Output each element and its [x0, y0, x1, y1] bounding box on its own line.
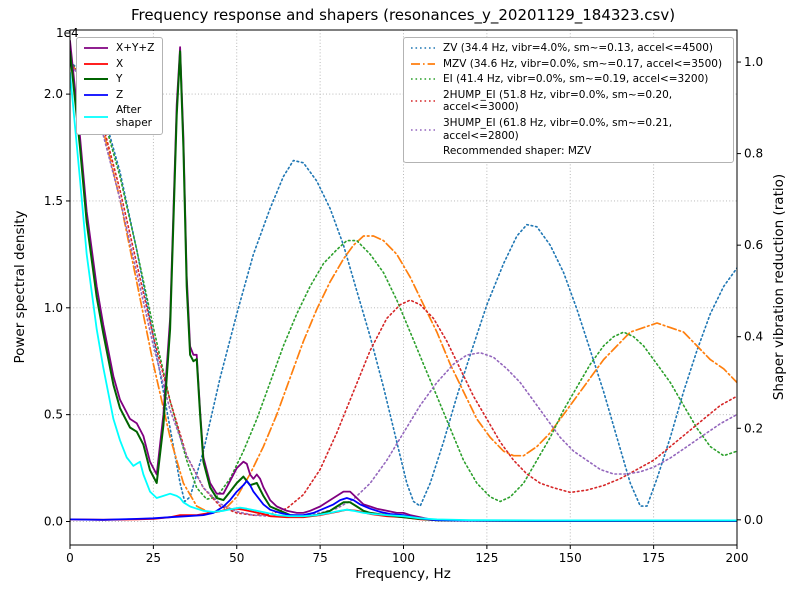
x-tick-label: 50 [229, 551, 244, 565]
legend-item-label: ZV (34.4 Hz, vibr=4.0%, sm~=0.13, accel<… [443, 42, 713, 54]
right-y-tick-label: 0.4 [744, 330, 763, 344]
legend-swatch [411, 100, 435, 103]
legend-item-label: 2HUMP_EI (51.8 Hz, vibr=0.0%, sm~=0.20, … [443, 88, 673, 114]
legend-swatch [84, 94, 108, 96]
legend-item: X+Y+Z [83, 42, 154, 55]
right-y-tick-label: 1.0 [744, 55, 763, 69]
left-y-tick-label: 1.5 [44, 194, 63, 208]
series-hump3 [70, 61, 737, 517]
left-y-axis-label: Power spectral density [12, 210, 28, 364]
x-tick-label: 150 [559, 551, 582, 565]
x-tick-label: 125 [475, 551, 498, 565]
x-axis-label: Frequency, Hz [355, 566, 451, 582]
series-mzv [70, 61, 737, 514]
legend-swatch [411, 47, 435, 50]
legend-swatch [84, 116, 108, 118]
legend-item: ZV (34.4 Hz, vibr=4.0%, sm~=0.13, accel<… [410, 42, 725, 55]
series-zv [70, 61, 737, 507]
legend-item-label: X [116, 57, 124, 70]
legend-item: EI (41.4 Hz, vibr=0.0%, sm~=0.19, accel<… [410, 73, 725, 86]
legend-swatch [411, 63, 435, 65]
right-y-tick-label: 0.8 [744, 147, 763, 161]
y-axis-multiplier: 1e4 [56, 26, 79, 40]
legend-item: After shaper [83, 104, 154, 129]
series-xyz [70, 39, 737, 522]
x-tick-label: 200 [726, 551, 749, 565]
shaper-legend: ZV (34.4 Hz, vibr=4.0%, sm~=0.13, accel<… [403, 37, 734, 163]
legend-item: MZV (34.6 Hz, vibr=0.0%, sm~=0.17, accel… [410, 58, 725, 71]
series-after [70, 71, 737, 522]
legend-item: 3HUMP_EI (61.8 Hz, vibr=0.0%, sm~=0.21, … [410, 117, 725, 142]
legend-item: Z [83, 89, 154, 102]
legend-swatch [84, 47, 108, 50]
series-ei [70, 61, 737, 503]
legend-item: X [83, 58, 154, 71]
left-y-tick-label: 2.0 [44, 87, 63, 101]
legend-note-row: Recommended shaper: MZV [410, 145, 725, 158]
chart-title: Frequency response and shapers (resonanc… [130, 6, 676, 24]
legend-item-label: 3HUMP_EI (61.8 Hz, vibr=0.0%, sm~=0.21, … [443, 116, 673, 142]
x-tick-label: 75 [312, 551, 327, 565]
recommended-shaper-note: Recommended shaper: MZV [443, 145, 592, 158]
legend-item-label: After shaper [116, 104, 153, 129]
legend-swatch [84, 62, 108, 65]
legend-swatch [84, 78, 108, 81]
right-y-tick-label: 0.2 [744, 421, 763, 435]
legend-item-label: EI (41.4 Hz, vibr=0.0%, sm~=0.19, accel<… [443, 73, 709, 86]
left-y-tick-label: 0.5 [44, 408, 63, 422]
x-tick-label: 100 [392, 551, 415, 565]
legend-item-label: X+Y+Z [116, 42, 155, 54]
legend-item-label: MZV (34.6 Hz, vibr=0.0%, sm~=0.17, accel… [443, 57, 723, 70]
legend-item-label: Z [116, 88, 124, 101]
legend-item: 2HUMP_EI (51.8 Hz, vibr=0.0%, sm~=0.20, … [410, 89, 725, 114]
x-tick-label: 25 [146, 551, 161, 565]
right-y-tick-label: 0.0 [744, 513, 763, 527]
left-y-tick-label: 1.0 [44, 301, 63, 315]
legend-swatch [411, 128, 435, 131]
x-tick-label: 0 [66, 551, 74, 565]
legend-note-spacer [410, 146, 436, 156]
legend-swatch [411, 78, 435, 81]
right-y-axis-label: Shaper vibration reduction (ratio) [771, 173, 787, 401]
left-y-tick-label: 0.0 [44, 514, 63, 528]
legend-item: Y [83, 73, 154, 86]
right-y-tick-label: 0.6 [744, 238, 763, 252]
x-tick-label: 175 [642, 551, 665, 565]
psd-legend: X+Y+Z X Y Z After shaper [76, 37, 164, 135]
legend-item-label: Y [116, 73, 123, 86]
